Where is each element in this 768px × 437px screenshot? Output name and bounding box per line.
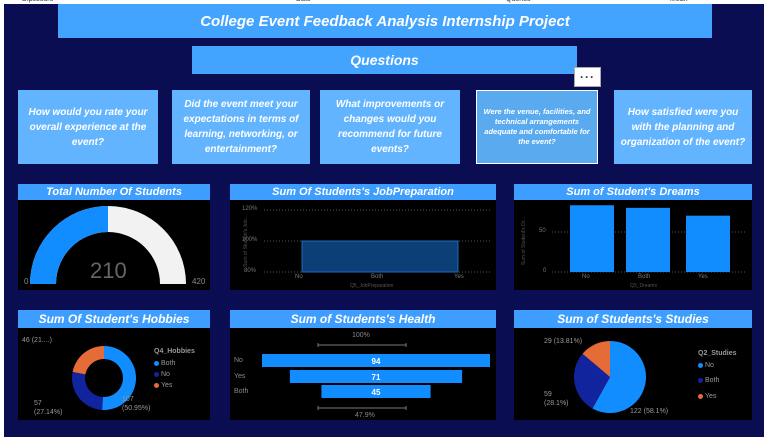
studies-slices-no bbox=[592, 341, 646, 413]
gauge-min: 0 bbox=[24, 277, 29, 286]
health-row-no: No bbox=[234, 357, 243, 364]
health-funnel-chart: 94 71 45 bbox=[262, 343, 490, 410]
gauge-value-arc bbox=[30, 206, 108, 284]
studies-legend-no[interactable]: No bbox=[698, 362, 714, 369]
question-card-2[interactable]: Did the event meet your expectations in … bbox=[172, 90, 310, 164]
legend-dot-icon bbox=[698, 362, 703, 368]
job-ytick-2: 100% bbox=[242, 237, 258, 243]
studies-legend-both[interactable]: Both bbox=[698, 377, 719, 384]
dreams-ytick-2: 0 bbox=[543, 268, 547, 274]
dreams-xtick-2: Both bbox=[638, 274, 651, 280]
dreams-bar-yes bbox=[686, 215, 730, 272]
studies-slices-both bbox=[574, 353, 610, 409]
hobbies-title: Sum Of Student's Hobbies bbox=[18, 310, 210, 328]
health-title: Sum of Students's Health bbox=[230, 310, 496, 328]
dreams-bar-chart bbox=[552, 205, 746, 273]
hobbies-label-yes: 46 (21....) bbox=[22, 337, 52, 344]
more-options-button[interactable]: ··· bbox=[574, 67, 601, 87]
gauge-chart bbox=[30, 206, 186, 284]
job-ytick-1: 120% bbox=[242, 206, 258, 212]
dreams-bar-both bbox=[626, 207, 670, 272]
health-top-pct: 100% bbox=[352, 332, 370, 339]
studies-slices-yes bbox=[582, 341, 610, 377]
studies-label-yes: 29 (13.81%) bbox=[544, 338, 583, 345]
hobbies-legend-title: Q4_Hobbies bbox=[154, 348, 195, 355]
studies-title: Sum of Students's Studies bbox=[514, 310, 752, 328]
dreams-bar-no bbox=[570, 205, 614, 272]
health-panel[interactable]: Sum of Students's Health 100% No Yes Bot… bbox=[230, 310, 496, 420]
report-canvas: College Event Feedback Analysis Internsh… bbox=[4, 4, 764, 437]
hobbies-legend-no[interactable]: No bbox=[154, 371, 170, 378]
health-value-label: 94 bbox=[372, 357, 381, 366]
health-value-label: 45 bbox=[372, 388, 381, 397]
hobbies-label-both: 107 (50.95%) bbox=[122, 396, 151, 412]
job-ytick-3: 80% bbox=[244, 268, 257, 274]
health-top-bracket bbox=[317, 343, 407, 347]
job-xtick-1: No bbox=[295, 274, 303, 280]
legend-dot-icon bbox=[698, 393, 703, 399]
hobbies-slices-yes bbox=[72, 346, 104, 375]
health-value-label: 71 bbox=[372, 373, 381, 382]
studies-panel[interactable]: Sum of Students's Studies 29 (13.81%) 59… bbox=[514, 310, 752, 420]
top-column-4: Mean bbox=[670, 0, 688, 3]
health-bar-no bbox=[262, 354, 490, 367]
job-bar bbox=[301, 240, 459, 273]
legend-dot-icon bbox=[698, 377, 703, 383]
job-xlabel: Q5_JobPreparation bbox=[350, 283, 394, 289]
job-preparation-panel[interactable]: Sum Of Students's JobPreparation 120% 10… bbox=[230, 184, 496, 290]
hobbies-panel[interactable]: Sum Of Student's Hobbies 46 (21....) 57 … bbox=[18, 310, 210, 420]
health-bottom-pct: 47.9% bbox=[355, 412, 375, 419]
question-card-1[interactable]: How would you rate your overall experien… bbox=[18, 90, 158, 164]
health-row-both: Both bbox=[234, 388, 249, 395]
total-students-title: Total Number Of Students bbox=[18, 184, 210, 200]
dreams-bars bbox=[570, 205, 730, 272]
dreams-xtick-3: Yes bbox=[698, 274, 708, 280]
studies-label-both: 59 (28.1%) bbox=[544, 391, 569, 407]
question-card-3[interactable]: What improvements or changes would you r… bbox=[320, 90, 460, 164]
top-column-3: Queries bbox=[506, 0, 531, 3]
health-bar-both bbox=[321, 385, 431, 398]
hobbies-legend-yes[interactable]: Yes bbox=[154, 382, 172, 389]
dreams-xlabel: Q3_Dreams bbox=[630, 283, 657, 289]
studies-legend-yes[interactable]: Yes bbox=[698, 393, 716, 400]
dreams-xtick-1: No bbox=[582, 274, 590, 280]
studies-legend-title: Q2_Studies bbox=[698, 350, 737, 357]
gauge-value: 210 bbox=[90, 258, 127, 283]
top-column-2: Date bbox=[296, 0, 311, 3]
legend-dot-icon bbox=[154, 360, 159, 366]
hobbies-legend-both[interactable]: Both bbox=[154, 360, 175, 367]
hobbies-donut-chart bbox=[72, 346, 136, 410]
job-xtick-3: Yes bbox=[454, 274, 464, 280]
legend-dot-icon bbox=[154, 382, 159, 388]
dreams-panel[interactable]: Sum of Student's Dreams 50 0 Sum of Stud… bbox=[514, 184, 752, 290]
question-card-4[interactable]: Were the venue, facilities, and technica… bbox=[476, 90, 598, 164]
health-bottom-bracket bbox=[317, 406, 407, 410]
hobbies-label-no: 57 (27.14%) bbox=[34, 400, 63, 416]
hobbies-slices-no bbox=[72, 371, 103, 410]
hobbies-slices-both bbox=[102, 346, 136, 410]
dreams-ytick-1: 50 bbox=[539, 228, 546, 234]
health-bar-yes bbox=[289, 370, 463, 383]
job-xtick-2: Both bbox=[371, 274, 384, 280]
questions-heading: Questions bbox=[192, 46, 577, 74]
top-column-header-strip: Dipsosure Date Queries Mean bbox=[0, 0, 768, 4]
studies-label-no: 122 (58.1%) bbox=[630, 408, 669, 415]
dreams-title: Sum of Student's Dreams bbox=[514, 184, 752, 200]
gauge-max: 420 bbox=[192, 277, 206, 286]
top-column-1: Dipsosure bbox=[22, 0, 54, 3]
job-preparation-title: Sum Of Students's JobPreparation bbox=[230, 184, 496, 200]
total-students-panel[interactable]: Total Number Of Students 210 0 420 bbox=[18, 184, 210, 290]
legend-dot-icon bbox=[154, 371, 159, 377]
health-row-yes: Yes bbox=[234, 373, 246, 380]
question-card-5[interactable]: How satisfied were you with the planning… bbox=[614, 90, 752, 164]
report-title: College Event Feedback Analysis Internsh… bbox=[58, 4, 712, 38]
studies-pie-chart bbox=[574, 341, 646, 413]
job-bar-chart bbox=[264, 209, 492, 273]
